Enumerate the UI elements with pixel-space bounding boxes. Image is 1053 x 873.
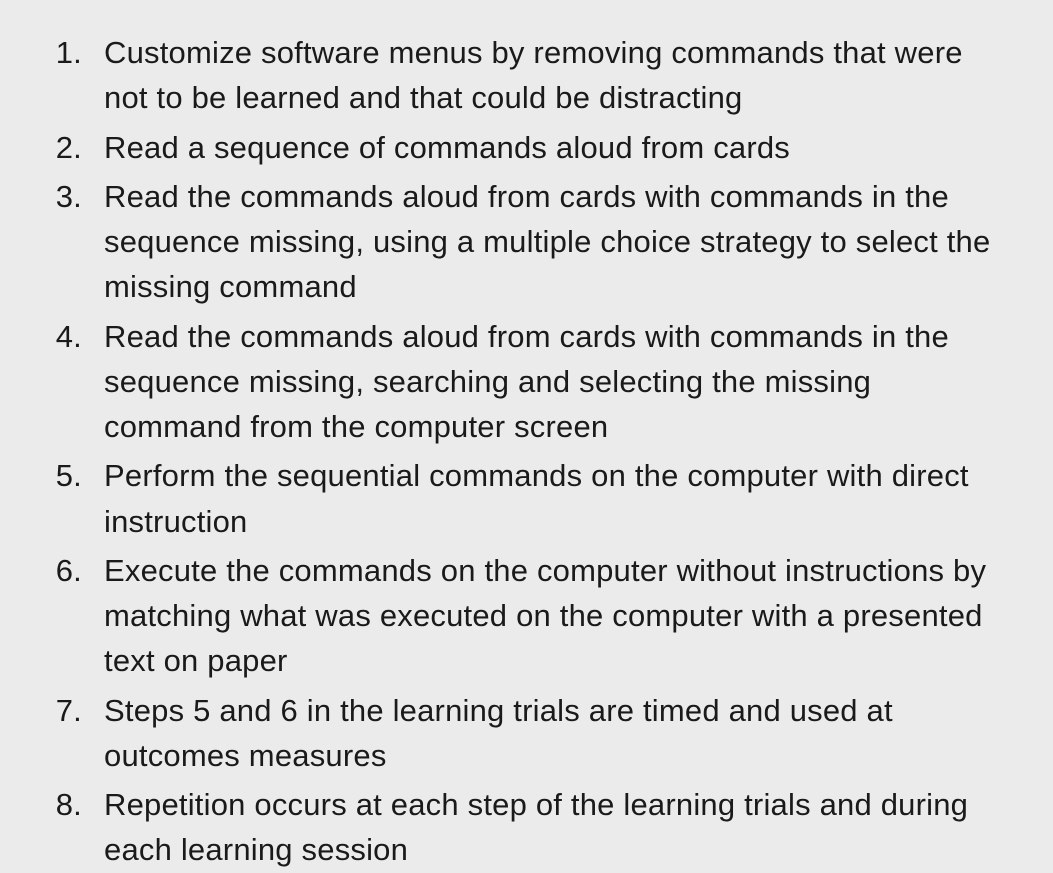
- numbered-list: 1. Customize software menus by removing …: [48, 30, 1011, 873]
- item-text: Steps 5 and 6 in the learning trials are…: [102, 688, 1011, 779]
- item-number: 4.: [48, 314, 102, 359]
- item-number: 7.: [48, 688, 102, 733]
- list-item: 8. Repetition occurs at each step of the…: [48, 782, 1011, 873]
- item-number: 3.: [48, 174, 102, 219]
- item-text: Repetition occurs at each step of the le…: [102, 782, 1011, 873]
- item-number: 8.: [48, 782, 102, 827]
- item-number: 6.: [48, 548, 102, 593]
- list-item: 5. Perform the sequential commands on th…: [48, 453, 1011, 544]
- item-number: 1.: [48, 30, 102, 75]
- list-item: 4. Read the commands aloud from cards wi…: [48, 314, 1011, 450]
- list-item: 3. Read the commands aloud from cards wi…: [48, 174, 1011, 310]
- item-text: Read a sequence of commands aloud from c…: [102, 125, 1011, 170]
- list-item: 6. Execute the commands on the computer …: [48, 548, 1011, 684]
- list-item: 2. Read a sequence of commands aloud fro…: [48, 125, 1011, 170]
- item-number: 2.: [48, 125, 102, 170]
- item-number: 5.: [48, 453, 102, 498]
- item-text: Execute the commands on the computer wit…: [102, 548, 1011, 684]
- item-text: Perform the sequential commands on the c…: [102, 453, 1011, 544]
- list-item: 7. Steps 5 and 6 in the learning trials …: [48, 688, 1011, 779]
- item-text: Customize software menus by removing com…: [102, 30, 1011, 121]
- item-text: Read the commands aloud from cards with …: [102, 174, 1011, 310]
- item-text: Read the commands aloud from cards with …: [102, 314, 1011, 450]
- list-item: 1. Customize software menus by removing …: [48, 30, 1011, 121]
